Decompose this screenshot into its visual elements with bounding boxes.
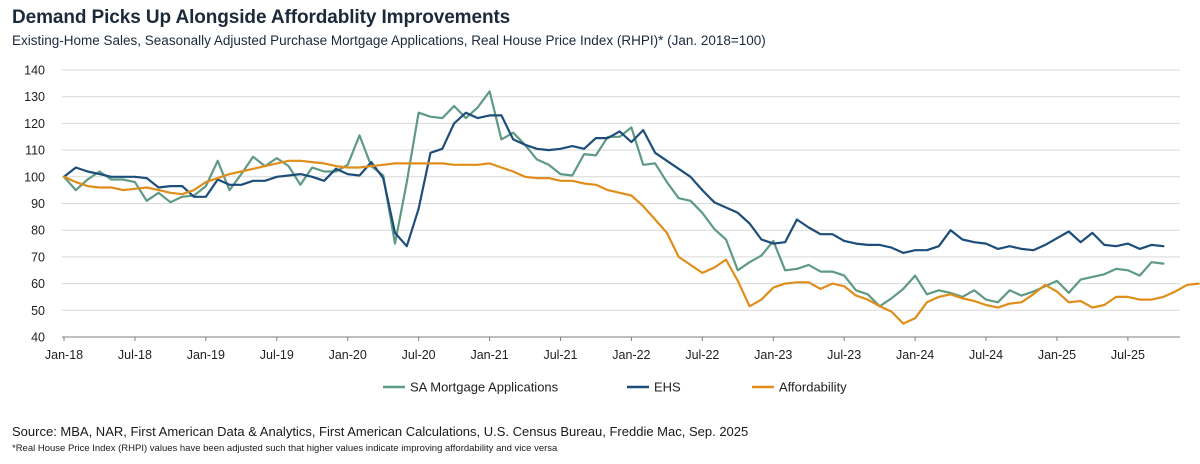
series-line-affordability	[62, 159, 1200, 325]
x-tick-label: Jan-18	[45, 348, 83, 362]
x-tick-label: Jul-23	[827, 348, 861, 362]
source-note: Source: MBA, NAR, First American Data & …	[12, 424, 749, 439]
x-tick-label: Jan-24	[896, 348, 934, 362]
x-axis: Jan-18 Jul-18 Jan-19 Jul-19 Jan-20 Jul-20 Jan-…	[45, 336, 1180, 362]
legend-label: EHS	[654, 380, 681, 395]
y-tick-label: 70	[31, 250, 45, 264]
x-tick-label: Jan-20	[329, 348, 367, 362]
line-chart: 40 50 60 70 80 90 100 110 120 130 140 Jan-18 Jul-18…	[24, 64, 1200, 395]
x-tick-label: Jul-25	[1111, 348, 1145, 362]
x-tick-label: Jul-20	[402, 348, 436, 362]
x-tick-label: Jul-18	[118, 348, 152, 362]
series-line-ehs	[62, 111, 1165, 254]
series-lines	[62, 90, 1200, 325]
chart-subtitle: Existing-Home Sales, Seasonally Adjusted…	[12, 33, 766, 48]
y-tick-label: 120	[24, 117, 45, 131]
chart-title: Demand Picks Up Alongside Affordablity I…	[12, 7, 511, 28]
legend-label: SA Mortgage Applications	[410, 380, 559, 395]
legend-label: Affordability	[779, 380, 847, 395]
y-tick-label: 100	[24, 170, 45, 184]
gridlines	[62, 69, 1180, 311]
x-tick-label: Jul-19	[260, 348, 294, 362]
series-line-sa-mortgage-applications	[62, 90, 1165, 308]
footnote: *Real House Price Index (RHPI) values ha…	[12, 443, 558, 454]
y-tick-label: 110	[25, 144, 45, 158]
x-tick-label: Jul-22	[685, 348, 719, 362]
legend: SA Mortgage Applications EHS Affordability	[383, 380, 847, 395]
x-tick-label: Jan-23	[754, 348, 792, 362]
y-axis: 40 50 60 70 80 90 100 110 120 130 140	[24, 64, 45, 345]
y-tick-label: 140	[24, 64, 45, 78]
x-tick-label: Jan-21	[470, 348, 508, 362]
y-tick-label: 90	[31, 197, 45, 211]
x-tick-label: Jan-19	[187, 348, 225, 362]
y-tick-label: 130	[24, 90, 45, 104]
x-tick-label: Jul-24	[969, 348, 1003, 362]
y-tick-label: 40	[31, 331, 45, 345]
y-tick-label: 50	[31, 304, 45, 318]
x-tick-label: Jul-21	[543, 348, 577, 362]
x-tick-label: Jan-25	[1038, 348, 1076, 362]
y-tick-label: 80	[31, 224, 45, 238]
y-tick-label: 60	[31, 277, 45, 291]
x-tick-label: Jan-22	[612, 348, 650, 362]
